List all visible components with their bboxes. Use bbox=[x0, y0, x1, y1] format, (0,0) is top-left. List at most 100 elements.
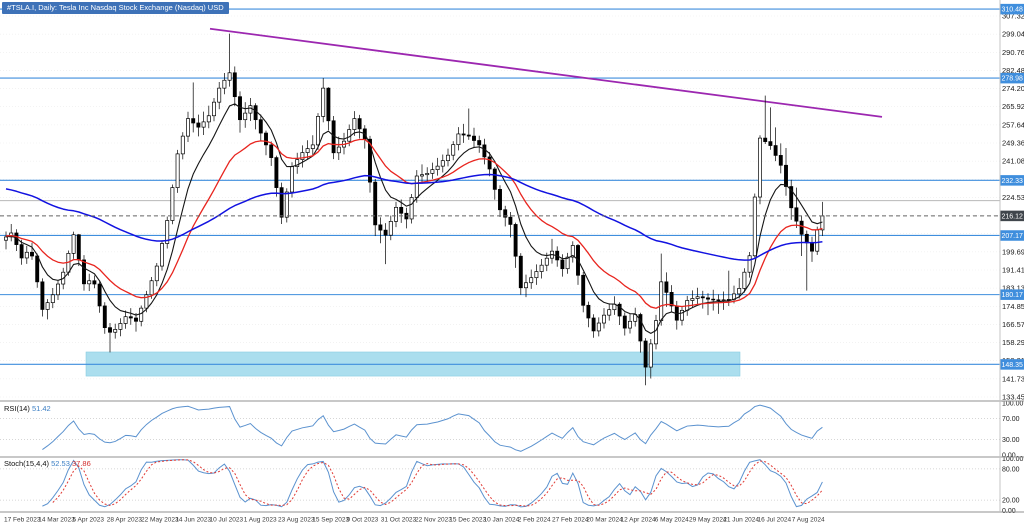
candle-body bbox=[149, 280, 154, 296]
price-axis-label: 183.13 bbox=[1002, 284, 1024, 293]
candle-body bbox=[789, 186, 794, 209]
price-axis-label: 265.92 bbox=[1002, 102, 1024, 111]
candle-body bbox=[92, 280, 97, 285]
candle-body bbox=[170, 187, 175, 221]
candle-body bbox=[258, 119, 263, 134]
candle-body bbox=[648, 343, 653, 368]
date-axis-label: 22 Nov 2023 bbox=[415, 517, 452, 524]
candle-body bbox=[113, 329, 118, 333]
candle-body bbox=[128, 316, 133, 319]
rsi-axis-label: 0.00 bbox=[1002, 453, 1016, 460]
level-price-badge bbox=[1000, 3, 1024, 15]
stoch-indicator-value-d: 37.86 bbox=[72, 459, 91, 468]
candle-body bbox=[607, 309, 612, 316]
rsi-indicator-name: RSI(14) bbox=[4, 404, 30, 413]
candle-body bbox=[243, 112, 248, 121]
candle-body bbox=[482, 144, 487, 158]
candle-body bbox=[352, 118, 357, 130]
price-axis-label: 158.29 bbox=[1002, 338, 1024, 347]
candle-body bbox=[716, 299, 721, 301]
candle-body bbox=[154, 265, 159, 282]
candle-body bbox=[201, 121, 206, 128]
candle-body bbox=[518, 255, 523, 289]
candle-body bbox=[97, 283, 102, 307]
date-axis-label: 10 Jan 2024 bbox=[484, 517, 520, 524]
level-price-badge bbox=[1000, 72, 1024, 84]
candle-body bbox=[269, 144, 274, 158]
candle-body bbox=[690, 298, 695, 301]
level-price-badge-text: 278.98 bbox=[1002, 76, 1024, 83]
date-axis-label: 29 May 2024 bbox=[689, 517, 727, 524]
candle-body bbox=[539, 264, 544, 272]
level-price-badge bbox=[1000, 175, 1024, 186]
candle-body bbox=[180, 135, 185, 155]
candle-body bbox=[264, 132, 268, 146]
candle-body bbox=[227, 72, 232, 81]
candle-body bbox=[570, 245, 575, 258]
candle-body bbox=[383, 229, 388, 236]
candle-body bbox=[24, 251, 29, 259]
candle-body bbox=[212, 101, 216, 117]
price-axis-label: 249.36 bbox=[1002, 139, 1024, 148]
candle-body bbox=[144, 294, 149, 309]
candle-body bbox=[804, 233, 809, 244]
candle-body bbox=[461, 133, 466, 136]
level-price-badge bbox=[1000, 289, 1024, 300]
candle-body bbox=[378, 224, 383, 231]
price-axis-label: 274.20 bbox=[1002, 84, 1024, 93]
candle-body bbox=[310, 144, 315, 149]
candle-body bbox=[659, 281, 664, 321]
candle-body bbox=[284, 191, 289, 218]
date-axis-label: 21 Jun 2024 bbox=[723, 517, 759, 524]
candle-body bbox=[409, 197, 414, 220]
last-price-badge bbox=[1000, 210, 1024, 222]
candle-body bbox=[206, 115, 211, 123]
date-axis-label: 10 Jul 2023 bbox=[210, 517, 244, 524]
candle-body bbox=[357, 118, 362, 130]
candle-body bbox=[638, 314, 643, 342]
stoch-main-line bbox=[42, 459, 823, 508]
candle-body bbox=[617, 303, 622, 317]
candle-body bbox=[71, 234, 76, 254]
price-axis-label: 166.57 bbox=[1002, 320, 1024, 329]
rsi-axis-label: 70.00 bbox=[1002, 416, 1020, 423]
candle-body bbox=[664, 281, 669, 293]
candle-body bbox=[336, 146, 341, 154]
candle-body bbox=[40, 281, 45, 310]
candle-body bbox=[544, 257, 549, 266]
candle-body bbox=[752, 196, 757, 257]
stoch-panel-label: Stoch(15,4,4) 52.53 37.86 bbox=[4, 459, 91, 468]
rsi-axis-label: 100.00 bbox=[1002, 401, 1024, 408]
candle-body bbox=[279, 187, 284, 218]
candle-body bbox=[472, 135, 476, 141]
rsi-axis-label: 30.00 bbox=[1002, 437, 1020, 444]
candle-body bbox=[451, 144, 456, 156]
candle-body bbox=[794, 207, 799, 222]
date-axis-label: 15 Sep 2023 bbox=[312, 517, 349, 524]
level-price-badge bbox=[1000, 359, 1024, 370]
candle-body bbox=[513, 224, 518, 257]
chart-title-text: #TSLA.I, Daily: Tesla Inc Nasdaq Stock E… bbox=[7, 3, 224, 12]
candle-body bbox=[487, 156, 492, 170]
candle-body bbox=[414, 175, 419, 198]
candle-body bbox=[695, 296, 700, 299]
candle-body bbox=[373, 181, 378, 226]
candle-body bbox=[102, 305, 107, 328]
candle-body bbox=[295, 159, 300, 167]
date-axis-label: 23 Aug 2023 bbox=[278, 517, 315, 524]
date-axis-label: 17 Feb 2023 bbox=[4, 517, 41, 524]
candle-body bbox=[45, 302, 50, 310]
candle-body bbox=[529, 277, 534, 284]
date-axis-label: 5 Apr 2023 bbox=[73, 517, 105, 524]
date-axis-label: 15 Dec 2023 bbox=[449, 517, 486, 524]
candle-body bbox=[232, 72, 237, 98]
stoch-indicator-value-k: 52.53 bbox=[51, 459, 70, 468]
candle-body bbox=[466, 134, 471, 137]
candle-body bbox=[669, 292, 674, 307]
candle-body bbox=[191, 118, 196, 124]
date-axis-label: 22 May 2023 bbox=[141, 517, 179, 524]
descending-trendline[interactable] bbox=[209, 27, 883, 118]
candle-body bbox=[175, 153, 180, 188]
price-axis-label: 282.48 bbox=[1002, 66, 1024, 75]
